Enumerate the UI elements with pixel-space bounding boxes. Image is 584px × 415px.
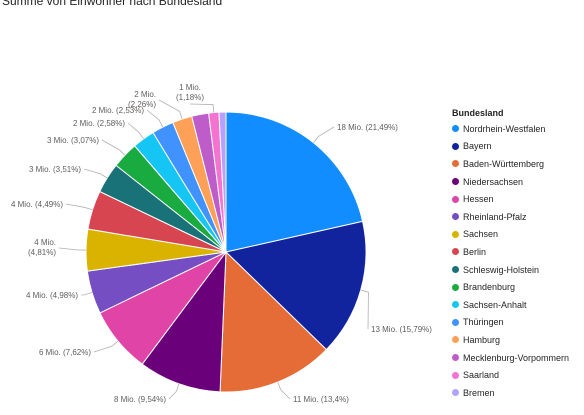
- legend-swatch: [452, 354, 459, 362]
- legend-swatch: [452, 389, 459, 397]
- legend-item-schleswig-holstein[interactable]: Schleswig-Holstein: [452, 261, 569, 279]
- data-label-bayern: 13 Mio. (15,79%): [371, 325, 432, 334]
- legend-swatch: [452, 213, 459, 221]
- leader-line-schleswig-holstein: [83, 168, 108, 179]
- data-label-niedersachsen: 8 Mio. (9,54%): [114, 395, 166, 404]
- legend-item-niedersachsen[interactable]: Niedersachsen: [452, 173, 569, 191]
- legend-item-berlin[interactable]: Berlin: [452, 243, 569, 261]
- leader-line-hessen: [93, 340, 119, 353]
- legend-swatch: [452, 248, 459, 256]
- data-label-sachsen-anhalt: 2 Mio. (2,58%): [73, 119, 125, 128]
- legend-label: Niedersachsen: [463, 176, 524, 187]
- legend-item-nordrhein-westfalen[interactable]: Nordrhein-Westfalen: [452, 120, 569, 138]
- legend-item-sachsen[interactable]: Sachsen: [452, 226, 569, 244]
- legend-item-hamburg[interactable]: Hamburg: [452, 331, 569, 349]
- chart-title: Summe von Einwohner nach Bundesland: [2, 0, 223, 8]
- data-label-schleswig-holstein: 3 Mio. (3,51%): [29, 165, 81, 174]
- legend-swatch: [452, 336, 459, 344]
- legend-label: Hessen: [463, 194, 494, 205]
- legend-swatch: [452, 371, 459, 379]
- data-label-brandenburg: 3 Mio. (3,07%): [47, 136, 99, 145]
- data-label-hamburg: 2 Mio. (2,26%): [128, 90, 156, 109]
- legend-item-saarland[interactable]: Saarland: [452, 366, 569, 384]
- leader-line-niedersachsen: [168, 383, 180, 400]
- legend-title: Bundesland: [452, 108, 504, 118]
- legend-swatch: [452, 283, 459, 291]
- legend-item-sachsen-anhalt[interactable]: Sachsen-Anhalt: [452, 296, 569, 314]
- legend-label: Hamburg: [463, 334, 501, 345]
- legend-label: Rheinland-Pfalz: [463, 211, 527, 222]
- data-label-hessen: 6 Mio. (7,62%): [39, 348, 91, 357]
- data-label-baden-wuerttemberg: 11 Mio. (13,4%): [293, 395, 349, 404]
- data-label-saarland: 1 Mio. (1,18%): [176, 83, 204, 102]
- data-label-thueringen: 2 Mio. (2,53%): [92, 106, 144, 115]
- legend-item-bremen[interactable]: Bremen: [452, 384, 569, 402]
- legend-label: Saarland: [463, 370, 500, 381]
- pie-slice-bayern[interactable]: [224, 220, 367, 351]
- data-label-sachsen: 4 Mio. (4,81%): [28, 238, 56, 257]
- data-label-rheinland-pfalz: 4 Mio. (4,98%): [26, 291, 78, 300]
- legend-item-baden-wuerttemberg[interactable]: Baden-Württemberg: [452, 155, 569, 173]
- legend-label: Nordrhein-Westfalen: [463, 123, 546, 134]
- legend-label: Baden-Württemberg: [463, 158, 545, 169]
- data-label-berlin: 4 Mio. (4,49%): [11, 200, 63, 209]
- legend-item-hessen[interactable]: Hessen: [452, 190, 569, 208]
- leader-line-bayern: [360, 289, 369, 330]
- legend-item-thueringen[interactable]: Thüringen: [452, 314, 569, 332]
- leader-line-sachsen-anhalt: [127, 122, 144, 140]
- leader-line-hamburg: [158, 99, 183, 120]
- legend-swatch: [452, 301, 459, 309]
- legend-item-bayern[interactable]: Bayern: [452, 138, 569, 156]
- legend-swatch: [452, 266, 459, 274]
- legend-swatch: [452, 160, 459, 168]
- leader-line-brandenburg: [101, 139, 126, 156]
- pie-slice-nordrhein-westfalen[interactable]: [225, 111, 364, 253]
- legend-swatch: [452, 125, 459, 133]
- legend: Bundesland Nordrhein-Westfalen Bayern Bade…: [452, 106, 569, 402]
- leader-line-sachsen: [58, 247, 87, 251]
- legend-item-mecklenburg-vorpommern[interactable]: Mecklenburg-Vorpommern: [452, 349, 569, 367]
- legend-swatch: [452, 195, 459, 203]
- legend-label: Berlin: [463, 246, 487, 257]
- legend-label: Mecklenburg-Vorpommern: [463, 352, 570, 363]
- legend-item-rheinland-pfalz[interactable]: Rheinland-Pfalz: [452, 208, 569, 226]
- legend-swatch: [452, 230, 459, 238]
- pie-slice-bremen[interactable]: [218, 111, 227, 253]
- legend-label: Schleswig-Holstein: [463, 264, 540, 275]
- leader-line-berlin: [65, 203, 93, 211]
- legend-swatch: [452, 318, 459, 326]
- legend-swatch: [452, 142, 459, 150]
- leader-line-nordrhein-westfalen: [313, 126, 335, 143]
- legend-label: Bremen: [463, 387, 495, 398]
- pie-slice-niedersachsen[interactable]: [141, 250, 227, 393]
- data-label-nordrhein-westfalen: 18 Mio. (21,49%): [337, 123, 398, 132]
- legend-label: Thüringen: [463, 317, 504, 328]
- leader-line-thueringen: [146, 109, 164, 128]
- legend-label: Sachsen-Anhalt: [463, 299, 527, 310]
- legend-swatch: [452, 178, 459, 186]
- legend-label: Sachsen: [463, 229, 499, 240]
- leader-line-saarland: [189, 103, 215, 113]
- legend-label: Brandenburg: [463, 282, 516, 293]
- legend-label: Bayern: [463, 141, 492, 152]
- leader-line-rheinland-pfalz: [80, 292, 93, 296]
- leader-line-baden-wuerttemberg: [277, 381, 291, 400]
- legend-item-brandenburg[interactable]: Brandenburg: [452, 278, 569, 296]
